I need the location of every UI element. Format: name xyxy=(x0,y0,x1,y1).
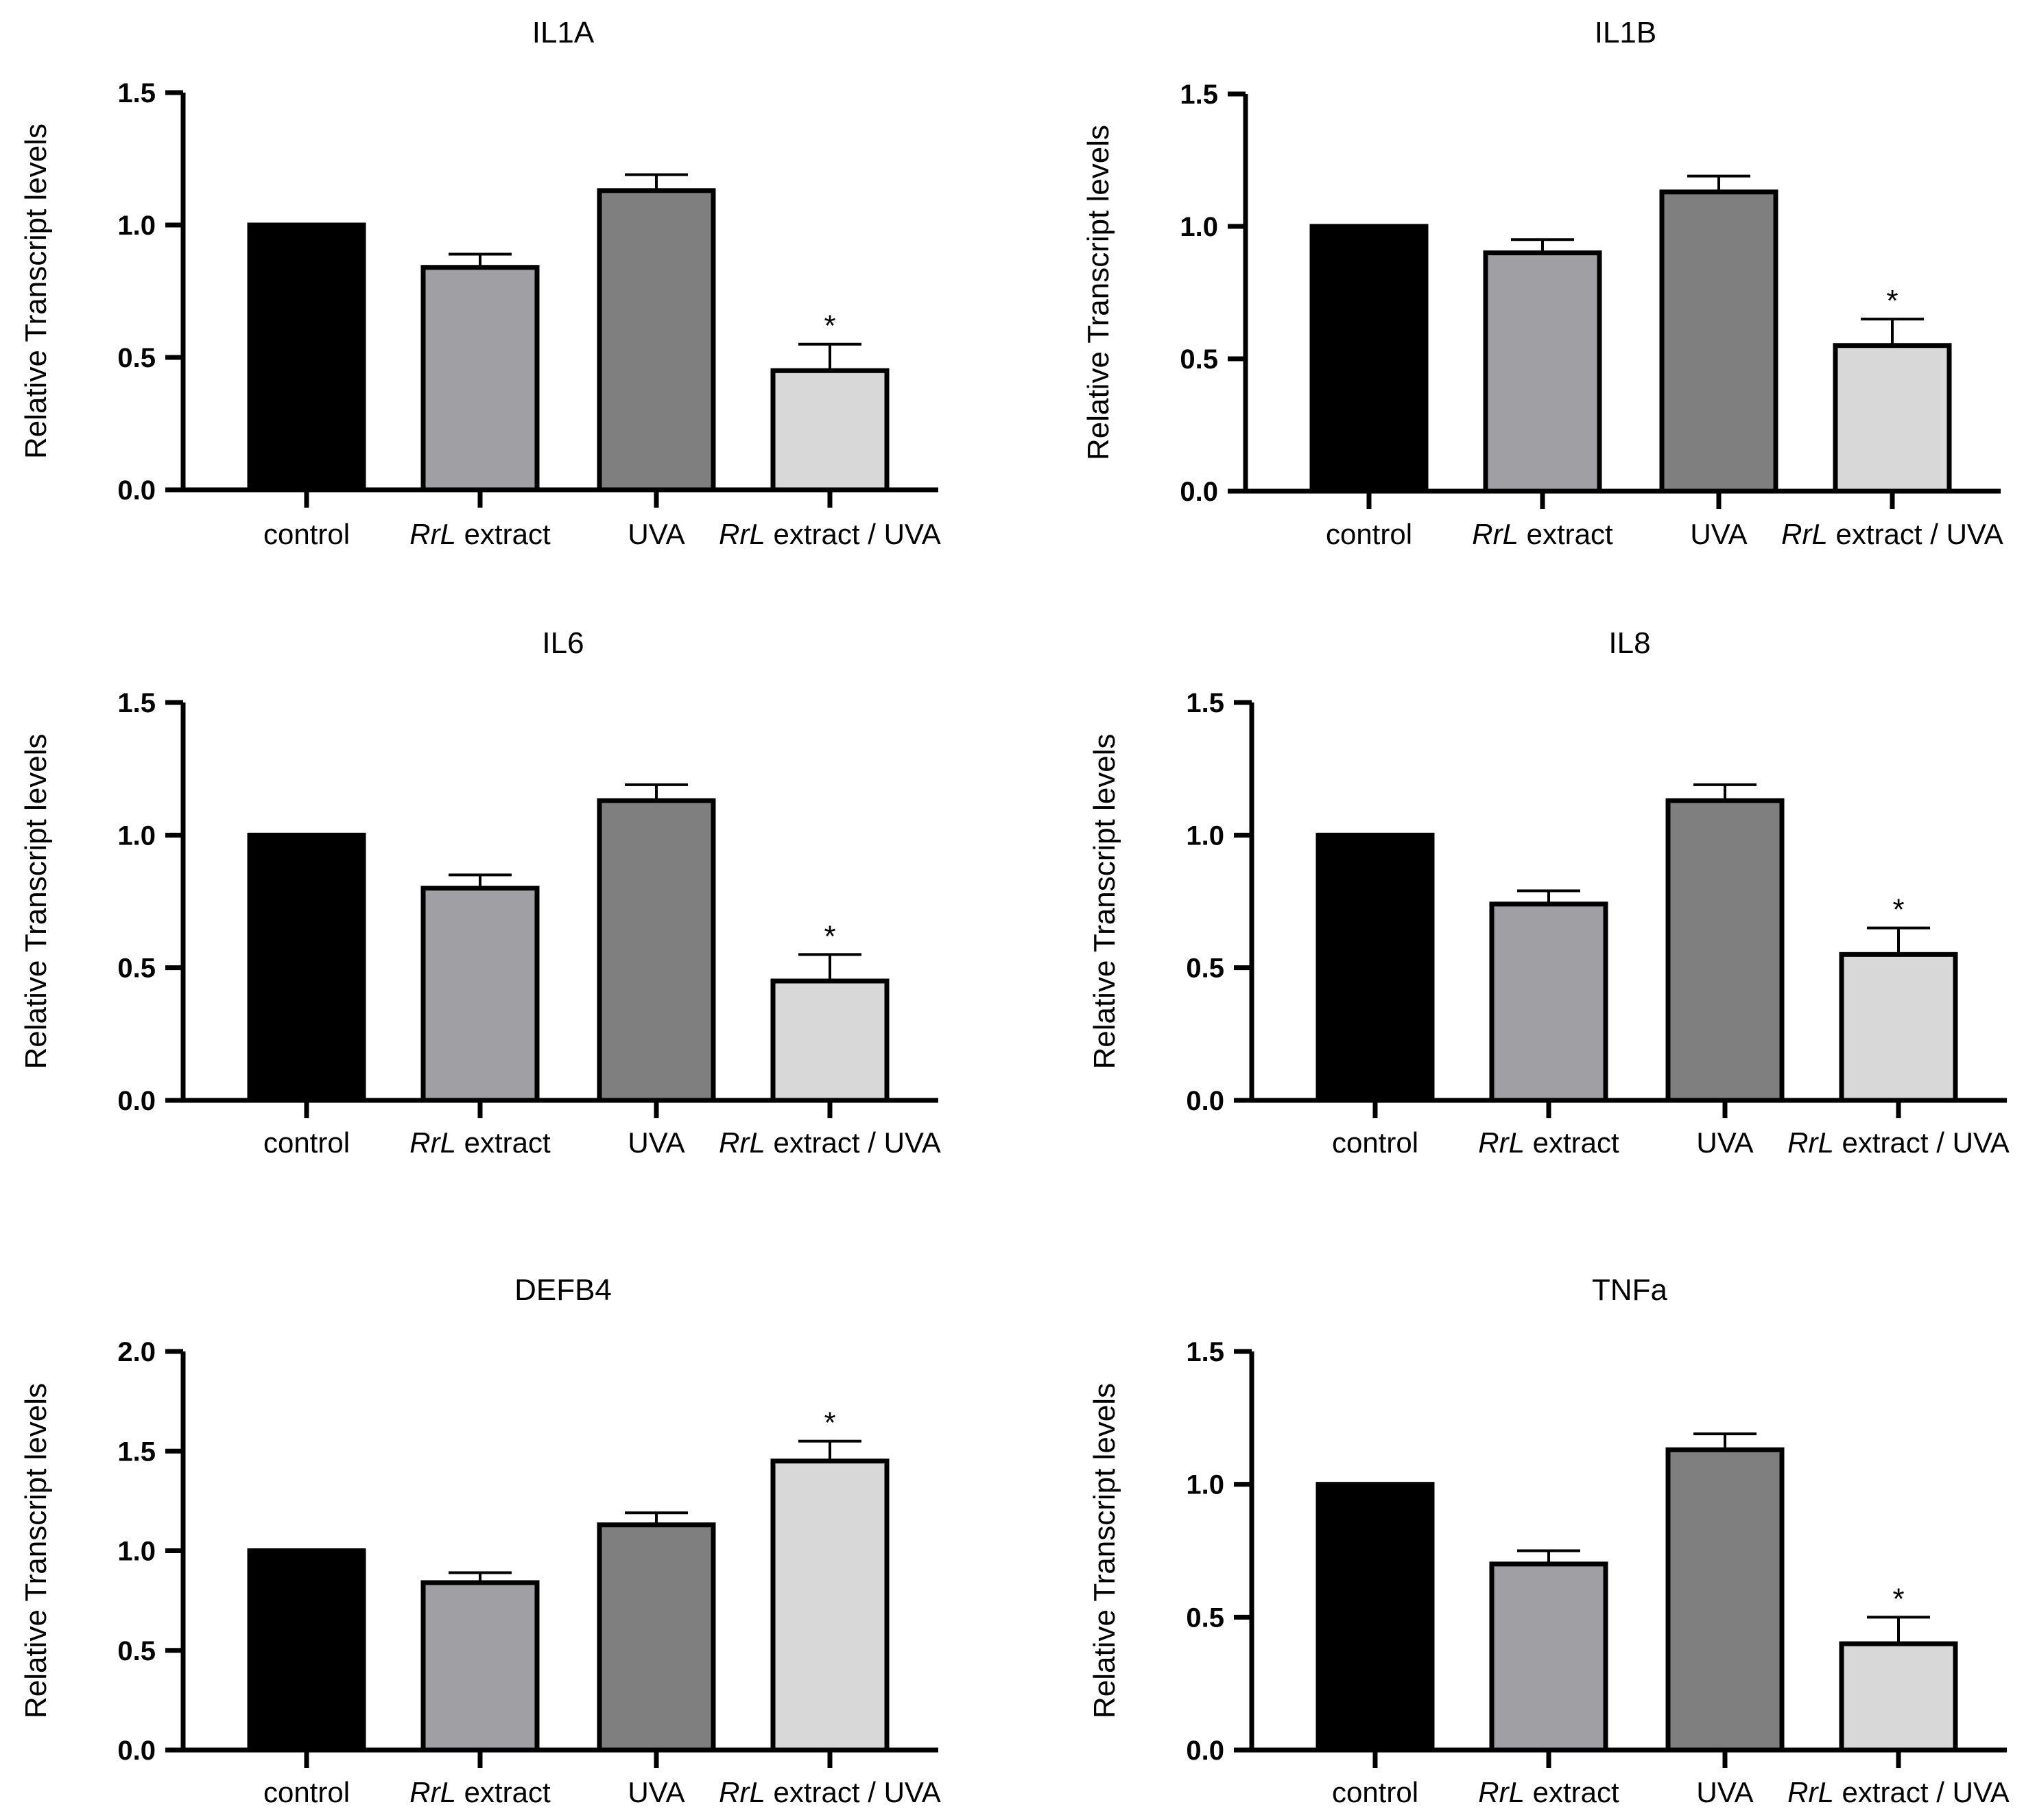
panel-tnfa: TNFa Relative Transcript levels * 0.0 0.5 1.0… xyxy=(1088,1273,2010,1808)
y-tick-label: 0.0 xyxy=(117,1736,156,1766)
bar xyxy=(1839,952,1958,1103)
bar xyxy=(770,368,890,493)
y-tick-label: 2.0 xyxy=(117,1337,156,1367)
y-tick-label: 1.5 xyxy=(1186,1337,1224,1367)
significance-marker: * xyxy=(1886,284,1898,318)
y-tick-label: 0.0 xyxy=(1186,1086,1224,1116)
x-tick-label: RrL extract xyxy=(1472,518,1613,550)
y-tick-label: 0.5 xyxy=(1186,954,1224,984)
bar xyxy=(597,1522,716,1753)
bar xyxy=(420,1580,540,1753)
y-tick-label: 1.5 xyxy=(117,78,156,108)
significance-marker: * xyxy=(824,1406,835,1440)
bar xyxy=(247,832,366,1103)
x-tick-label: control xyxy=(263,1776,350,1808)
bar xyxy=(1309,224,1429,494)
y-tick-label: 1.5 xyxy=(1180,80,1218,110)
x-tick-label: UVA xyxy=(1696,1126,1753,1159)
bar xyxy=(1833,343,1952,494)
x-tick-label: control xyxy=(1332,1126,1418,1159)
significance-marker: * xyxy=(824,919,835,953)
x-tick-label: control xyxy=(1326,518,1412,550)
y-tick-label: 1.0 xyxy=(1180,212,1218,242)
bar xyxy=(597,798,716,1103)
bar xyxy=(1315,832,1435,1103)
y-tick-label: 1.5 xyxy=(117,688,156,718)
bar xyxy=(1839,1641,1958,1753)
bar xyxy=(247,222,366,493)
bar xyxy=(770,1458,890,1753)
y-axis-label: Relative Transcript levels xyxy=(19,1383,53,1718)
panel-il1a: IL1A Relative Transcript levels * 0.0 0.5 1.0… xyxy=(19,16,941,550)
y-axis-label: Relative Transcript levels xyxy=(1082,125,1115,460)
x-tick-label: UVA xyxy=(628,518,684,550)
panel-defb4: DEFB4 Relative Transcript levels * 0.0 0.5 1.… xyxy=(19,1273,941,1808)
bar xyxy=(1659,189,1778,494)
bar xyxy=(1489,1561,1608,1753)
bar xyxy=(770,978,890,1103)
x-tick-label: UVA xyxy=(628,1126,684,1159)
y-tick-label: 0.5 xyxy=(117,1636,156,1666)
bar xyxy=(1489,901,1608,1103)
y-tick-label: 0.5 xyxy=(1180,344,1218,375)
x-tick-label: RrL extract / UVA xyxy=(1781,518,2003,550)
bar xyxy=(1315,1482,1435,1753)
bar xyxy=(1483,250,1602,494)
significance-marker: * xyxy=(1892,893,1904,927)
x-tick-label: RrL extract / UVA xyxy=(1787,1776,2010,1808)
x-tick-label: RrL extract / UVA xyxy=(719,518,941,550)
panel-il8: IL8 Relative Transcript levels * 0.0 0.5 1.0 1… xyxy=(1088,626,2010,1159)
bar xyxy=(597,188,716,493)
x-tick-label: UVA xyxy=(628,1776,684,1808)
bar xyxy=(420,265,540,493)
y-tick-label: 1.0 xyxy=(117,211,156,241)
y-tick-label: 1.0 xyxy=(117,1537,156,1567)
y-tick-label: 0.0 xyxy=(117,475,156,506)
y-tick-label: 1.0 xyxy=(117,820,156,851)
bar xyxy=(1665,798,1785,1103)
x-tick-label: RrL extract / UVA xyxy=(1787,1126,2010,1159)
x-tick-label: UVA xyxy=(1690,518,1747,550)
bar xyxy=(1665,1447,1785,1753)
y-tick-label: 1.0 xyxy=(1186,820,1224,851)
y-axis-label: Relative Transcript levels xyxy=(19,733,53,1069)
y-axis-label: Relative Transcript levels xyxy=(1088,733,1121,1069)
x-tick-label: control xyxy=(263,518,350,550)
x-tick-label: control xyxy=(263,1126,350,1159)
panel-title: IL6 xyxy=(542,626,584,660)
y-tick-label: 0.0 xyxy=(117,1086,156,1116)
panel-title: IL8 xyxy=(1608,626,1650,660)
x-tick-label: RrL extract xyxy=(409,518,551,550)
panel-il6: IL6 Relative Transcript levels * 0.0 0.5 1.0 1… xyxy=(19,626,941,1159)
x-tick-label: RrL extract xyxy=(1478,1126,1619,1159)
panel-title: TNFa xyxy=(1592,1273,1668,1307)
y-tick-label: 1.5 xyxy=(1186,688,1224,718)
y-tick-label: 0.5 xyxy=(117,343,156,373)
significance-marker: * xyxy=(1892,1582,1904,1616)
y-tick-label: 0.0 xyxy=(1186,1736,1224,1766)
bar xyxy=(420,886,540,1103)
x-tick-label: control xyxy=(1332,1776,1418,1808)
x-tick-label: UVA xyxy=(1696,1776,1753,1808)
y-axis-label: Relative Transcript levels xyxy=(1088,1383,1121,1718)
bar xyxy=(247,1548,366,1753)
x-tick-label: RrL extract / UVA xyxy=(719,1126,941,1159)
significance-marker: * xyxy=(824,309,835,343)
y-tick-label: 1.5 xyxy=(117,1437,156,1467)
y-tick-label: 0.5 xyxy=(1186,1603,1224,1633)
y-tick-label: 1.0 xyxy=(1186,1470,1224,1500)
x-tick-label: RrL extract xyxy=(1478,1776,1619,1808)
x-tick-label: RrL extract / UVA xyxy=(719,1776,941,1808)
panel-title: IL1A xyxy=(532,16,595,49)
panel-title: IL1B xyxy=(1595,16,1657,49)
y-axis-label: Relative Transcript levels xyxy=(19,123,53,459)
y-tick-label: 0.0 xyxy=(1180,477,1218,507)
x-tick-label: RrL extract xyxy=(409,1776,551,1808)
panel-title: DEFB4 xyxy=(514,1273,612,1307)
x-tick-label: RrL extract xyxy=(409,1126,551,1159)
panel-il1b: IL1B Relative Transcript levels * 0.0 0.5 1.0… xyxy=(1082,16,2003,550)
y-tick-label: 0.5 xyxy=(117,954,156,984)
